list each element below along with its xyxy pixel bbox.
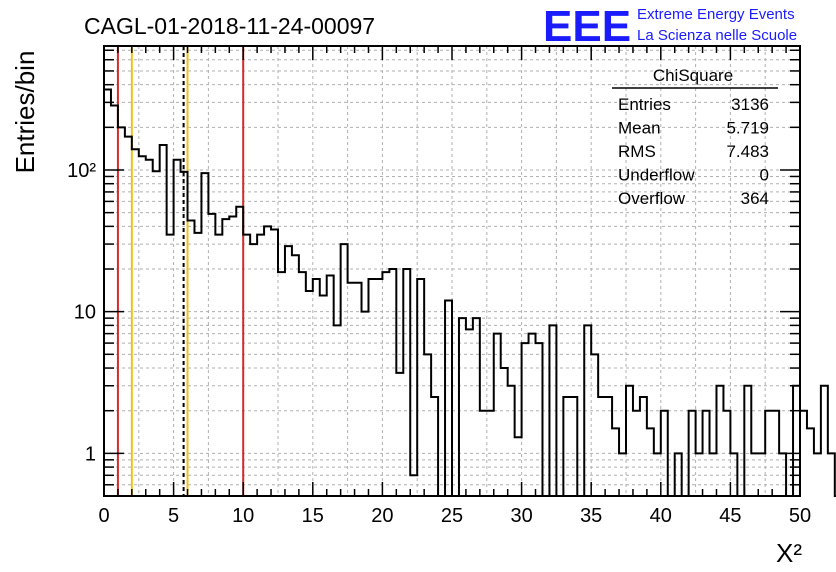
stats-label: RMS: [618, 142, 656, 161]
reference-lines: [116, 46, 245, 496]
x-tick-label: 15: [302, 505, 324, 527]
stats-value: 5.719: [726, 119, 769, 138]
stats-rows: Entries 3136 Mean 5.719 RMS 7.483 Underflow 0 Ov…: [618, 95, 769, 208]
x-axis-label: X²: [776, 538, 802, 568]
stats-box: ChiSquare Entries 3136 Mean 5.719 RMS 7.483 Un…: [612, 66, 778, 208]
x-tick-label: 45: [719, 505, 741, 527]
y-tick-label: 1: [85, 443, 96, 465]
eee-logo: EEE: [543, 2, 631, 51]
logo-line-2: La Scienza nelle Scuole: [637, 27, 797, 44]
stats-label: Underflow: [618, 166, 695, 185]
y-tick-label: 10²: [67, 160, 96, 182]
stats-label: Overflow: [618, 189, 686, 208]
stats-label: Mean: [618, 119, 661, 138]
stats-title: ChiSquare: [653, 66, 733, 85]
x-tick-label: 20: [371, 505, 393, 527]
x-tick-label: 10: [232, 505, 254, 527]
stats-value: 364: [741, 189, 769, 208]
axis-ticks: 0 5 10 15 20 25 30 35 40 45 50 1 10 10²: [67, 46, 811, 527]
x-tick-label: 50: [789, 505, 811, 527]
x-tick-label: 40: [650, 505, 672, 527]
stats-value: 3136: [731, 95, 769, 114]
x-tick-label: 35: [580, 505, 602, 527]
stats-value: 7.483: [726, 142, 769, 161]
x-tick-label: 5: [168, 505, 179, 527]
x-tick-label: 25: [441, 505, 463, 527]
x-tick-label: 0: [98, 505, 109, 527]
logo-line-1: Extreme Energy Events: [637, 6, 795, 23]
stats-value: 0: [760, 166, 769, 185]
x-tick-label: 30: [510, 505, 532, 527]
y-axis-label: Entries/bin: [10, 51, 40, 174]
stats-label: Entries: [618, 95, 671, 114]
y-tick-label: 10: [74, 302, 96, 324]
chart-title: CAGL-01-2018-11-24-00097: [84, 13, 375, 39]
